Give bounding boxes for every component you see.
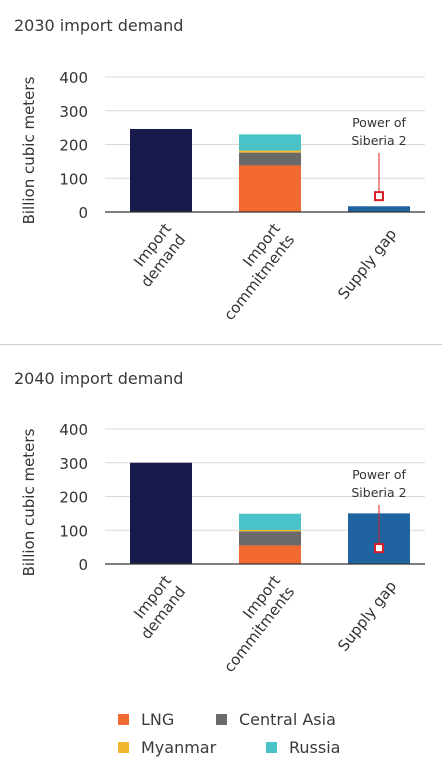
annotation-label-line: Siberia 2 (351, 485, 406, 500)
chart-2030: Billion cubic meters 0 100 200 300 400 Importd… (20, 69, 425, 324)
x-tick-label-line: Supply gap (334, 225, 400, 302)
y-tick-label: 200 (59, 489, 88, 507)
legend-row: LNG Central Asia (118, 710, 438, 738)
legend-swatch-russia (266, 742, 277, 753)
y-tick-label: 200 (59, 137, 88, 155)
x-tick-label: Importdemand (123, 572, 189, 643)
bar-import-demand (130, 128, 192, 212)
legend-label-lng: LNG (141, 710, 175, 729)
x-tick-label: Supply gap (334, 225, 400, 302)
y-tick-label: 0 (78, 556, 88, 574)
bar-russia (239, 134, 301, 151)
legend-item-central-asia: Central Asia (216, 710, 336, 729)
annotation-label: Power of Siberia 2 (351, 115, 406, 148)
legend-swatch-central-asia (216, 714, 227, 725)
bar-myanmar (239, 150, 301, 153)
bar-lng (239, 165, 301, 212)
bar-myanmar (239, 529, 301, 532)
annotation-label-line: Siberia 2 (351, 133, 406, 148)
legend-item-myanmar: Myanmar (118, 738, 216, 757)
bar-russia (239, 513, 301, 530)
chart-2040: Billion cubic meters 0 100 200 300 400 Importd… (20, 421, 425, 676)
x-tick-label-line: Supply gap (334, 577, 400, 654)
legend-label-myanmar: Myanmar (141, 738, 217, 757)
legend-label-central-asia: Central Asia (239, 710, 336, 729)
legend-swatch-lng (118, 714, 129, 725)
y-axis-label: Billion cubic meters (20, 428, 38, 576)
legend-item-russia: Russia (266, 738, 340, 757)
chart-title-2030: 2030 import demand (14, 16, 184, 35)
legend-swatch-myanmar (118, 742, 129, 753)
bar-lng (239, 545, 301, 564)
bar-import-demand (130, 462, 192, 564)
bar-central-asia (239, 152, 301, 166)
x-tick-label: Importcommitments (206, 220, 298, 324)
legend-item-lng: LNG (118, 710, 174, 729)
y-tick-label: 0 (78, 204, 88, 222)
legend: LNG Central Asia Myanmar Russia (118, 710, 438, 766)
y-tick-label: 300 (59, 103, 88, 121)
x-tick-label: Supply gap (334, 577, 400, 654)
annotation-label-line: Power of (352, 115, 406, 130)
legend-label-russia: Russia (289, 738, 341, 757)
y-tick-label: 400 (59, 421, 88, 439)
x-tick-label: Importcommitments (206, 572, 298, 676)
legend-row: Myanmar Russia (118, 738, 438, 766)
y-tick-label: 100 (59, 170, 88, 188)
annotation-label: Power of Siberia 2 (351, 467, 406, 500)
y-tick-label: 100 (59, 522, 88, 540)
y-tick-label: 300 (59, 455, 88, 473)
y-axis-label: Billion cubic meters (20, 76, 38, 224)
bar-central-asia (239, 531, 301, 546)
annotation-marker (374, 191, 384, 202)
annotation-marker (374, 543, 384, 554)
annotation-label-line: Power of (352, 467, 406, 482)
x-tick-label: Importdemand (123, 220, 189, 291)
chart-title-2040: 2040 import demand (14, 369, 184, 388)
y-tick-label: 400 (59, 69, 88, 87)
panel-divider (0, 344, 442, 345)
bar-supply-gap (348, 206, 410, 212)
